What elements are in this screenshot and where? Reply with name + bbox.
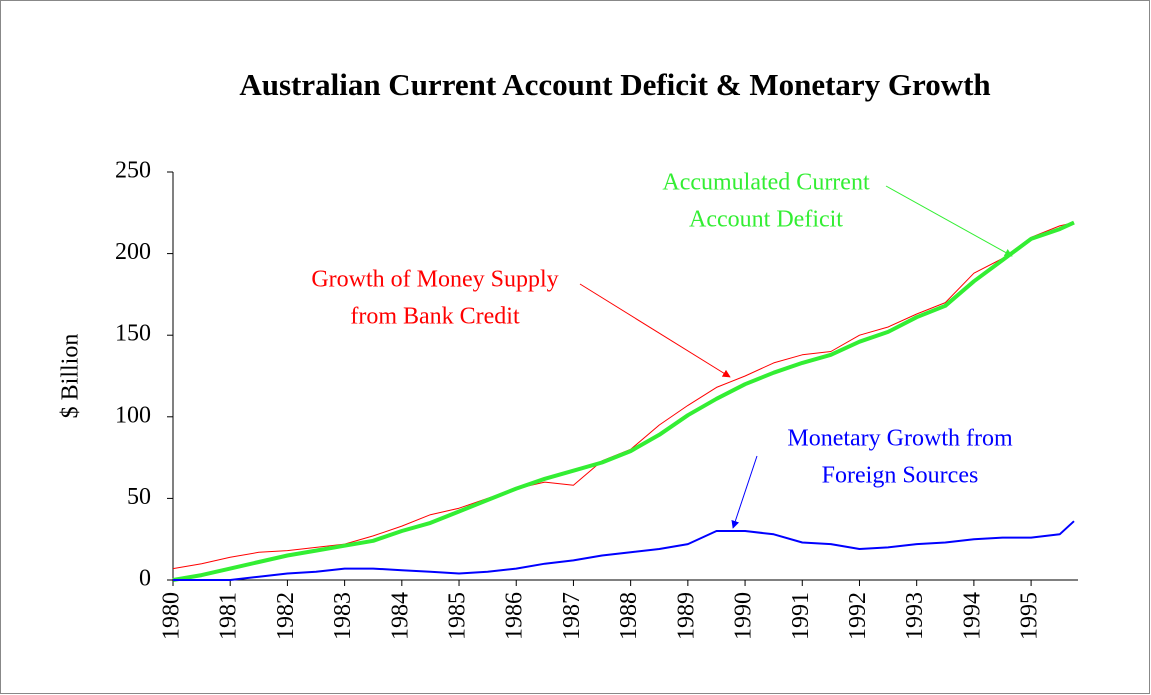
annotation: Accumulated Current	[662, 170, 870, 196]
x-tick-label: 1983	[330, 592, 356, 640]
y-tick-label: 0	[139, 566, 151, 592]
x-tick-label: 1994	[959, 592, 985, 640]
x-tick-label: 1987	[559, 592, 585, 640]
y-tick-label: 100	[115, 402, 151, 428]
series-line	[172, 220, 1075, 582]
y-tick-label: 50	[127, 484, 151, 510]
x-tick-label: 1984	[387, 592, 413, 640]
x-tick-label: 1986	[502, 592, 528, 640]
y-tick-label: 150	[115, 321, 151, 347]
annotation-arrow	[885, 185, 1013, 257]
x-tick-label: 1989	[673, 592, 699, 640]
x-tick-label: 1990	[731, 592, 757, 640]
y-tick-label: 250	[115, 158, 151, 184]
annotation: from Bank Credit	[350, 304, 520, 330]
annotation: Foreign Sources	[822, 463, 979, 489]
x-tick-label: 1991	[788, 592, 814, 640]
y-axis-label: $ Billion	[58, 334, 84, 419]
series-line	[173, 520, 1075, 581]
x-tick-label: 1995	[1017, 592, 1043, 640]
x-tick-label: 1981	[216, 592, 242, 640]
x-tick-label: 1982	[273, 592, 299, 640]
x-tick-label: 1980	[159, 592, 185, 640]
x-tick-label: 1992	[845, 592, 871, 640]
x-tick-label: 1985	[445, 592, 471, 640]
annotation: Monetary Growth from	[787, 426, 1013, 452]
chart-title: Australian Current Account Deficit & Mon…	[239, 67, 990, 102]
annotation-arrow	[579, 283, 731, 378]
annotation: Growth of Money Supply	[311, 267, 558, 293]
x-tick-label: 1993	[902, 592, 928, 640]
annotation: Account Deficit	[689, 207, 843, 233]
x-tick-label: 1988	[616, 592, 642, 640]
annotation-arrow	[731, 455, 758, 529]
y-tick-label: 200	[115, 239, 151, 265]
